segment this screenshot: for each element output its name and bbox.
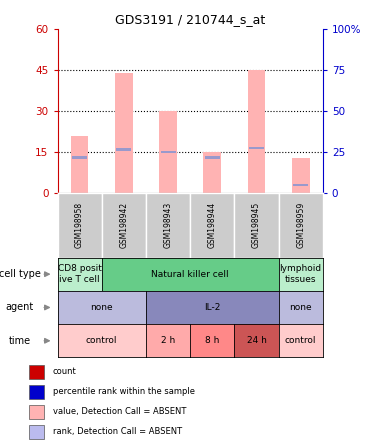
Text: GSM198958: GSM198958 [75, 202, 84, 248]
Text: none: none [289, 303, 312, 312]
Bar [159, 111, 177, 193]
Text: GSM198945: GSM198945 [252, 202, 261, 249]
Text: cell type: cell type [0, 269, 40, 279]
Text: value, Detection Call = ABSENT: value, Detection Call = ABSENT [53, 407, 186, 416]
Bar [29, 365, 44, 379]
Bar [249, 147, 264, 149]
Text: 8 h: 8 h [205, 336, 219, 345]
Text: GSM198944: GSM198944 [208, 202, 217, 249]
Bar [205, 156, 220, 159]
Bar [29, 404, 44, 419]
Bar [29, 424, 44, 439]
Text: none: none [91, 303, 113, 312]
Text: time: time [9, 336, 31, 346]
Text: percentile rank within the sample: percentile rank within the sample [53, 387, 195, 396]
Bar [72, 156, 87, 159]
Bar [247, 70, 265, 193]
Text: agent: agent [6, 302, 34, 313]
Text: 2 h: 2 h [161, 336, 175, 345]
Text: CD8 posit
ive T cell: CD8 posit ive T cell [58, 265, 102, 284]
Bar [161, 151, 175, 154]
Title: GDS3191 / 210744_s_at: GDS3191 / 210744_s_at [115, 13, 265, 26]
Bar [203, 152, 221, 193]
Text: GSM198943: GSM198943 [164, 202, 173, 249]
Text: count: count [53, 367, 76, 377]
Text: rank, Detection Call = ABSENT: rank, Detection Call = ABSENT [53, 427, 182, 436]
Text: lymphoid
tissues: lymphoid tissues [280, 265, 322, 284]
Text: Natural killer cell: Natural killer cell [151, 270, 229, 279]
Text: control: control [285, 336, 316, 345]
Text: 24 h: 24 h [246, 336, 266, 345]
Bar [293, 183, 308, 186]
Text: GSM198959: GSM198959 [296, 202, 305, 249]
Text: control: control [86, 336, 118, 345]
Bar [292, 158, 309, 193]
Bar [116, 148, 131, 151]
Bar [115, 73, 133, 193]
Bar [71, 136, 88, 193]
Text: IL-2: IL-2 [204, 303, 220, 312]
Text: GSM198942: GSM198942 [119, 202, 128, 248]
Bar [29, 385, 44, 399]
